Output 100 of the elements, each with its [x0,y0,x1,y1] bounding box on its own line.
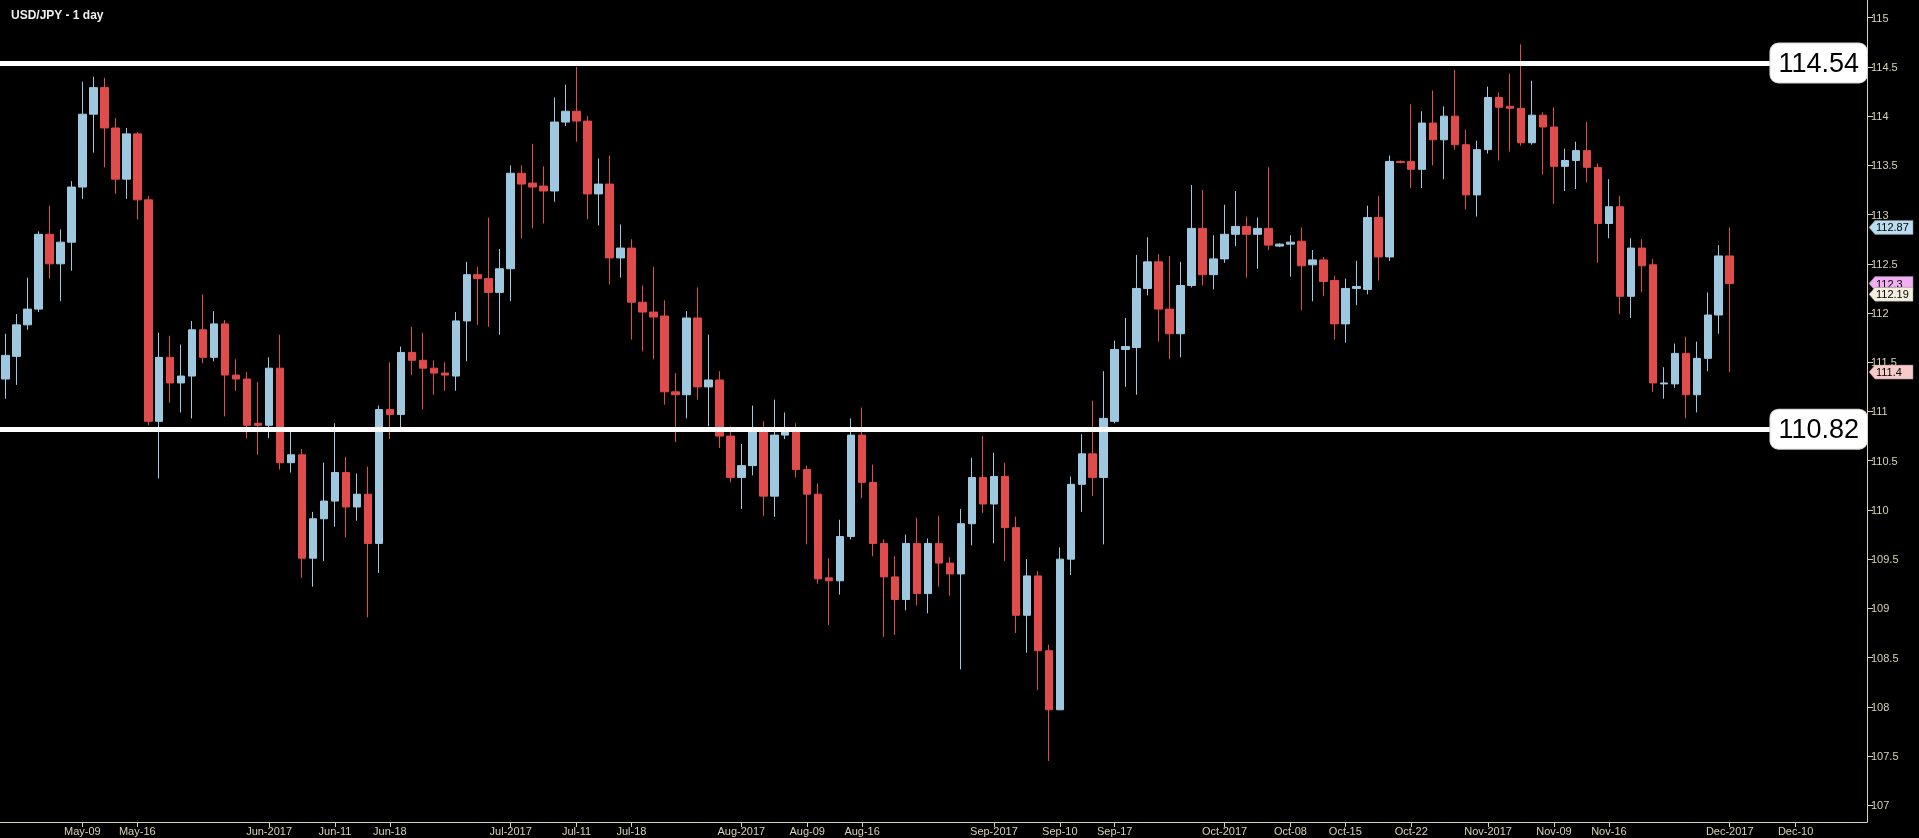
candlestick [122,127,131,200]
candlestick [1001,462,1009,562]
candlestick [1143,236,1152,296]
candlestick [616,223,625,279]
candlestick [1198,189,1207,286]
candlestick [1242,216,1251,279]
candlestick [1176,261,1185,358]
candlestick [1023,558,1031,654]
candlestick [1506,73,1514,153]
candlestick [34,230,43,313]
candlestick [1187,184,1196,288]
candlestick [517,164,526,239]
candlestick [1539,111,1547,175]
candlestick [45,205,54,280]
candlestick [1561,148,1569,192]
candlestick [67,180,76,272]
candlestick [594,157,603,226]
candlestick [353,473,361,522]
ref-line-label: 110.82 [1778,414,1859,445]
candlestick [902,534,910,611]
x-tick-label: May-16 [118,824,156,837]
y-tick-label: 114.5 [1871,60,1898,73]
candlestick [979,435,987,514]
candlestick [1308,249,1317,302]
candlestick [1297,226,1306,311]
candlestick [1725,226,1734,373]
candlestick [265,356,273,439]
candlestick [1594,162,1602,264]
y-tick-label: 107.5 [1871,750,1899,763]
candlestick [1693,341,1701,413]
candlestick [430,359,438,396]
candlestick [528,143,537,229]
candlestick [506,164,515,302]
candlestick [913,517,921,606]
x-tick-label: Jul-18 [616,824,647,837]
candlestick [155,332,163,479]
candlestick [12,313,21,386]
candlestick [1352,260,1361,306]
candlestick [605,155,614,285]
x-tick-label: Jun-2017 [246,824,293,837]
candlestick [1429,90,1437,166]
candlestick [254,381,262,456]
candlestick [583,115,592,221]
x-tick-label: Sep-2017 [970,824,1018,837]
candlestick [748,405,757,476]
candlestick [1253,217,1262,270]
x-tick-label: Nov-09 [1536,824,1572,837]
candlestick [946,556,954,597]
candlestick [627,238,636,341]
candlestick [803,465,811,545]
candlestick [1078,433,1086,513]
x-tick-label: Dec-10 [1777,824,1814,837]
candlestick [331,422,339,528]
candlestick [1374,195,1383,282]
x-tick-label: Dec-2017 [1705,824,1754,837]
x-tick-label: Sep-10 [1042,824,1078,837]
candlestick [715,370,724,449]
candlestick [1583,121,1591,183]
candlestick [1231,190,1240,247]
candlestick [1704,291,1712,372]
candlestick [880,538,888,638]
candlestick [1165,255,1174,360]
y-tick-label: 110.5 [1871,454,1898,467]
candlestick [375,405,383,574]
y-tick-label: 112 [1871,307,1889,320]
candlestick [935,515,943,588]
x-tick-label: Jul-11 [562,824,592,837]
candlestick [1528,80,1536,146]
candlestick [408,326,416,376]
candlestick [23,277,32,331]
candlestick [210,310,218,362]
candlestick [1572,141,1580,190]
candlestick [1264,166,1273,251]
y-tick-label: 112.5 [1871,257,1898,270]
candlestick [166,335,174,404]
candlestick [1671,343,1679,389]
candlestick [1363,205,1372,295]
candlestick [1319,256,1328,297]
candlestick [1627,237,1635,319]
y-tick-label: 110 [1871,503,1889,516]
candlestick [770,399,779,518]
text: USD/JPY - 1 day [11,8,104,22]
candlestick [1517,43,1525,147]
candlestick [1638,238,1646,293]
candlestick [1330,275,1339,341]
candlestick [199,293,207,364]
candlestick [320,462,328,562]
x-tick-label: Nov-2017 [1464,824,1512,837]
annotation: 112.19 [1876,288,1909,301]
candlestick [452,311,460,392]
candlestick [309,511,317,588]
y-tick-label: 109.5 [1871,553,1899,566]
candlestick [660,299,669,406]
annotation: 112.87 [1876,221,1909,234]
x-tick-label: May-09 [64,824,101,837]
candlestick [682,310,691,419]
candlestick [1660,366,1668,400]
candlestick [484,217,493,328]
candlestick [276,334,284,471]
candlestick [990,452,998,544]
